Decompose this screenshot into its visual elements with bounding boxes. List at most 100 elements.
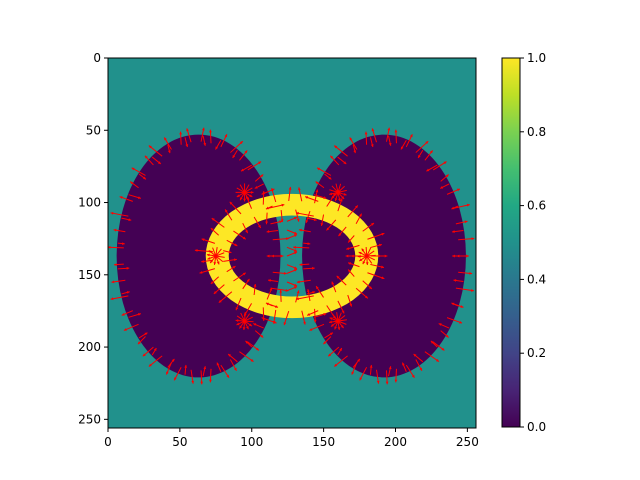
colorbar-tick-label: 0.8 — [527, 125, 546, 139]
quiver-arrow — [117, 242, 125, 246]
quiver-arrow — [253, 216, 262, 229]
x-tick-label: 150 — [312, 435, 335, 449]
y-tick-label: 50 — [86, 123, 101, 137]
quiver-arrow — [179, 131, 183, 145]
quiver-arrow — [247, 341, 260, 351]
quiver-arrow — [200, 127, 205, 142]
quiver-arrow — [163, 137, 172, 150]
quiver-arrow — [430, 340, 438, 348]
quiver-arrow — [184, 364, 188, 375]
quiver-arrow — [370, 263, 385, 269]
quiver-arrow — [371, 254, 388, 258]
quiver-arrow — [239, 150, 248, 161]
quiver-arrow — [323, 336, 332, 345]
colorbar-tick-label: 1.0 — [527, 51, 546, 65]
quiver-arrow — [305, 210, 311, 224]
quiver-arrow — [220, 364, 230, 379]
quiver-arrow — [209, 129, 212, 144]
quiver-arrow — [239, 351, 254, 363]
quiver-arrow — [361, 248, 373, 264]
quiver-arrow — [369, 364, 373, 375]
quiver-arrow — [131, 167, 146, 176]
quiver-arrow — [223, 258, 237, 262]
quiver-arrow — [401, 362, 407, 372]
quiver-arrow — [201, 238, 216, 244]
quiver-arrow — [186, 128, 192, 143]
quiver-arrow — [235, 297, 242, 311]
quiver-overlay — [108, 127, 475, 385]
quiver-arrow — [280, 210, 284, 223]
quiver-arrow — [347, 269, 355, 277]
quiver-arrow — [138, 173, 147, 180]
quiver-arrow — [371, 128, 377, 143]
quiver-arrow — [346, 244, 360, 250]
quiver-arrow — [242, 222, 249, 234]
quiver-arrow — [270, 220, 283, 225]
quiver-arrow — [347, 262, 360, 268]
quiver-arrow — [286, 281, 298, 287]
quiver-arrow — [151, 156, 162, 165]
quiver-arrow — [336, 275, 347, 286]
quiver-arrow — [286, 229, 298, 235]
quiver-arrow — [271, 188, 277, 203]
quiver-arrow — [303, 242, 311, 246]
quiver-arrow — [424, 351, 440, 363]
quiver-arrow — [415, 359, 423, 372]
quiver-arrow — [364, 131, 368, 145]
quiver-arrow — [367, 272, 385, 280]
quiver-arrow — [199, 268, 216, 274]
quiver-arrow — [452, 203, 470, 210]
quiver-arrow — [394, 129, 398, 144]
colorbar: 0.0 0.2 0.4 0.6 0.8 1.0 — [501, 51, 546, 434]
region-ring — [205, 193, 379, 319]
quiver-arrow — [254, 174, 264, 182]
quiver-arrow — [279, 289, 283, 302]
quiver-arrow — [367, 232, 385, 240]
quiver-arrow — [405, 364, 415, 379]
quiver-arrow — [111, 279, 126, 284]
quiver-arrow — [426, 164, 438, 172]
colorbar-gradient — [501, 57, 521, 428]
quiver-arrow — [355, 213, 363, 224]
quiver-arrow — [297, 187, 303, 202]
quiver-arrow — [200, 370, 204, 385]
quiver-arrow — [233, 230, 247, 240]
quiver-arrow — [272, 271, 287, 275]
quiver-arrow — [438, 323, 450, 329]
quiver-arrow — [208, 249, 224, 263]
y-axis: 0 50 100 150 200 250 — [78, 51, 108, 426]
y-tick-label: 150 — [78, 268, 101, 282]
quiver-arrow — [458, 271, 473, 275]
quiver-arrow — [226, 239, 238, 247]
quiver-arrow — [293, 245, 310, 249]
quiver-arrow — [304, 196, 319, 202]
quiver-arrow — [184, 137, 189, 148]
quiver-arrow — [236, 187, 253, 198]
quiver-arrow — [329, 189, 347, 196]
quiver-arrow — [451, 302, 459, 307]
quiver-arrow — [385, 370, 389, 385]
quiver-arrow — [298, 228, 311, 233]
quiver-arrow — [394, 368, 398, 383]
quiver-arrow — [210, 276, 220, 285]
quiver-arrow — [440, 330, 449, 338]
quiver-arrow — [295, 290, 300, 303]
quiver-arrow — [215, 140, 222, 150]
plot-frame — [107, 57, 477, 429]
quiver-arrow — [413, 353, 424, 363]
quiver-arrow — [347, 294, 353, 307]
quiver-arrow — [362, 222, 375, 232]
quiver-arrow — [337, 347, 343, 356]
quiver-arrow — [347, 205, 359, 218]
quiver-arrow — [417, 149, 424, 159]
quiver-arrow — [148, 355, 163, 367]
quiver-arrow — [369, 137, 374, 148]
quiver-arrow — [446, 317, 463, 324]
quiver-arrow — [148, 145, 163, 157]
quiver-arrow — [440, 174, 449, 182]
quiver-arrow — [315, 181, 325, 189]
quiver-arrow — [326, 219, 337, 231]
quiver-arrow — [347, 235, 355, 243]
colorbar-tick-label: 0.4 — [527, 272, 546, 286]
quiver-arrow — [432, 161, 447, 171]
